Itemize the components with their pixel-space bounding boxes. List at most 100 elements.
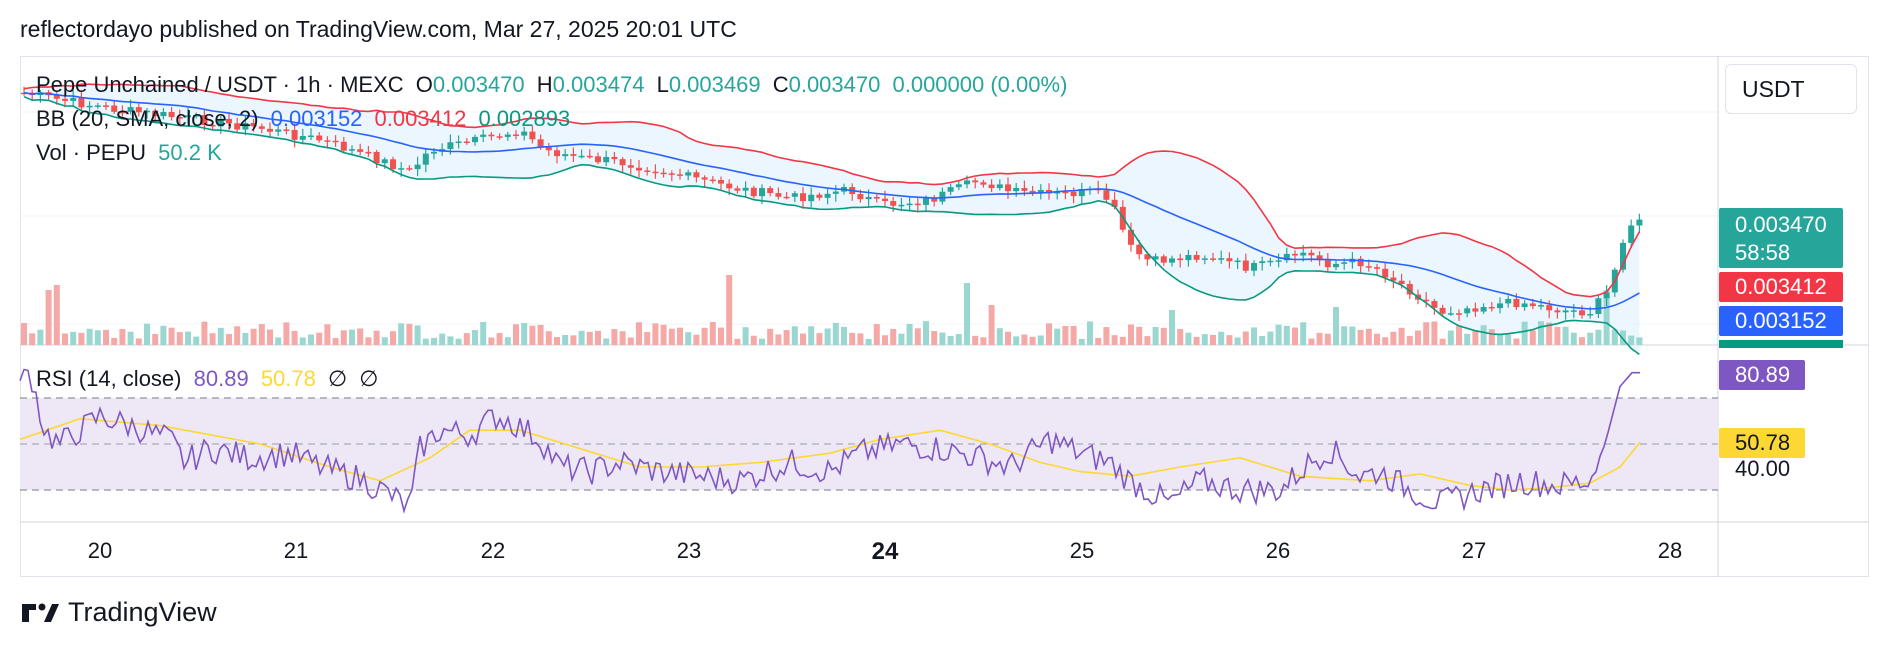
volume-bar	[324, 324, 331, 345]
volume-bar	[439, 333, 446, 345]
volume-bar	[431, 337, 437, 345]
candle-body	[381, 159, 388, 164]
candle-body	[291, 129, 298, 140]
volume-bar	[931, 331, 938, 345]
candle-body	[357, 149, 364, 152]
open-label: O	[415, 72, 433, 97]
volume-bar	[340, 330, 347, 345]
change-value: 0.000000 (0.00%)	[892, 72, 1068, 97]
footer[interactable]: TradingView	[20, 597, 217, 628]
volume-bar	[86, 328, 93, 345]
volume-bar	[603, 338, 610, 345]
volume-bar	[1611, 329, 1618, 345]
candle-body	[1398, 280, 1405, 284]
candle-body	[365, 151, 372, 154]
volume-bar	[1636, 337, 1643, 345]
volume-bar	[365, 337, 372, 345]
volume-bar	[152, 333, 159, 345]
candle-body	[472, 136, 478, 143]
date-tick-label: 23	[676, 538, 702, 563]
candle-body	[1579, 310, 1585, 316]
volume-bar	[1374, 333, 1380, 345]
candle-body	[1464, 308, 1471, 314]
volume-bar	[1488, 329, 1495, 345]
volume-bar	[226, 334, 232, 345]
volume-bar	[1349, 326, 1356, 345]
candle-body	[791, 193, 798, 197]
volume-bar	[488, 337, 495, 345]
volume-bar	[1152, 326, 1159, 345]
volume-bar	[94, 330, 101, 345]
volume-bar	[373, 330, 380, 345]
candle-body	[1472, 308, 1479, 312]
volume-bar	[873, 324, 880, 345]
volume-bar	[1062, 326, 1069, 345]
candle-body	[1341, 262, 1348, 264]
vol-legend[interactable]: Vol · PEPU 50.2 K	[36, 140, 228, 166]
candle-body	[406, 168, 413, 170]
candle-body	[1447, 313, 1454, 315]
bb-upper-value: 0.003412	[374, 106, 467, 131]
volume-bar	[578, 330, 585, 345]
last-price-value: 0.003470	[1735, 212, 1827, 237]
date-tick-label: 22	[480, 538, 506, 563]
candle-body	[726, 183, 733, 189]
vol-value: 50.2 K	[158, 140, 222, 165]
candle-body	[176, 117, 183, 119]
low-value: 0.003469	[668, 72, 761, 97]
candle-body	[1234, 260, 1241, 263]
candle-body	[1374, 267, 1380, 269]
candle-body	[1529, 303, 1536, 307]
volume-bar	[824, 328, 831, 345]
candle-body	[1283, 253, 1290, 261]
volume-bar	[1620, 330, 1626, 345]
candle-body	[1439, 307, 1446, 314]
candle-body	[1456, 313, 1462, 315]
volume-bar	[332, 338, 339, 345]
candle-body	[1193, 255, 1200, 260]
candle-body	[201, 115, 208, 125]
candle-body	[1300, 252, 1307, 256]
candle-body	[414, 164, 421, 170]
candle-body	[1406, 283, 1413, 295]
volume-bar	[45, 290, 52, 345]
volume-bar	[1415, 330, 1421, 345]
candle-body	[832, 191, 839, 194]
candle-body	[349, 149, 355, 151]
volume-bar	[103, 329, 109, 345]
candle-body	[1226, 258, 1233, 262]
candle-body	[627, 165, 634, 168]
volume-bar	[783, 330, 790, 345]
candle-body	[1242, 260, 1249, 271]
volume-bar	[201, 321, 208, 345]
volume-bar	[234, 326, 241, 345]
volume-bar	[955, 334, 962, 345]
candle-body	[1308, 252, 1315, 256]
candle-body	[718, 179, 724, 184]
open-value: 0.003470	[432, 72, 525, 97]
candle-body	[1562, 310, 1569, 313]
close-label: C	[772, 72, 789, 97]
currency-selector[interactable]: USDT	[1725, 64, 1857, 114]
candle-body	[1365, 266, 1372, 268]
candle-body	[873, 196, 880, 199]
symbol-legend[interactable]: Pepe Unchained / USDT · 1h · MEXC O0.003…	[36, 72, 1073, 98]
candle-body	[324, 140, 331, 142]
bb-basis-value: 0.003152	[270, 106, 363, 131]
volume-bar	[291, 330, 298, 345]
candle-body	[103, 105, 109, 107]
volume-bar	[619, 331, 626, 345]
bb-legend[interactable]: BB (20, SMA, close, 2) 0.003152 0.003412…	[36, 106, 576, 132]
rsi-legend[interactable]: RSI (14, close) 80.89 50.78 ∅ ∅	[36, 366, 384, 392]
candle-body	[308, 135, 314, 138]
volume-bar	[250, 328, 257, 345]
candle-body	[906, 203, 913, 206]
volume-bar	[127, 331, 134, 345]
volume-bar	[1521, 321, 1528, 345]
volume-bar	[980, 337, 987, 345]
volume-bar	[1554, 326, 1561, 345]
volume-bar	[586, 331, 593, 345]
high-label: H	[536, 72, 553, 97]
candle-body	[677, 174, 683, 176]
